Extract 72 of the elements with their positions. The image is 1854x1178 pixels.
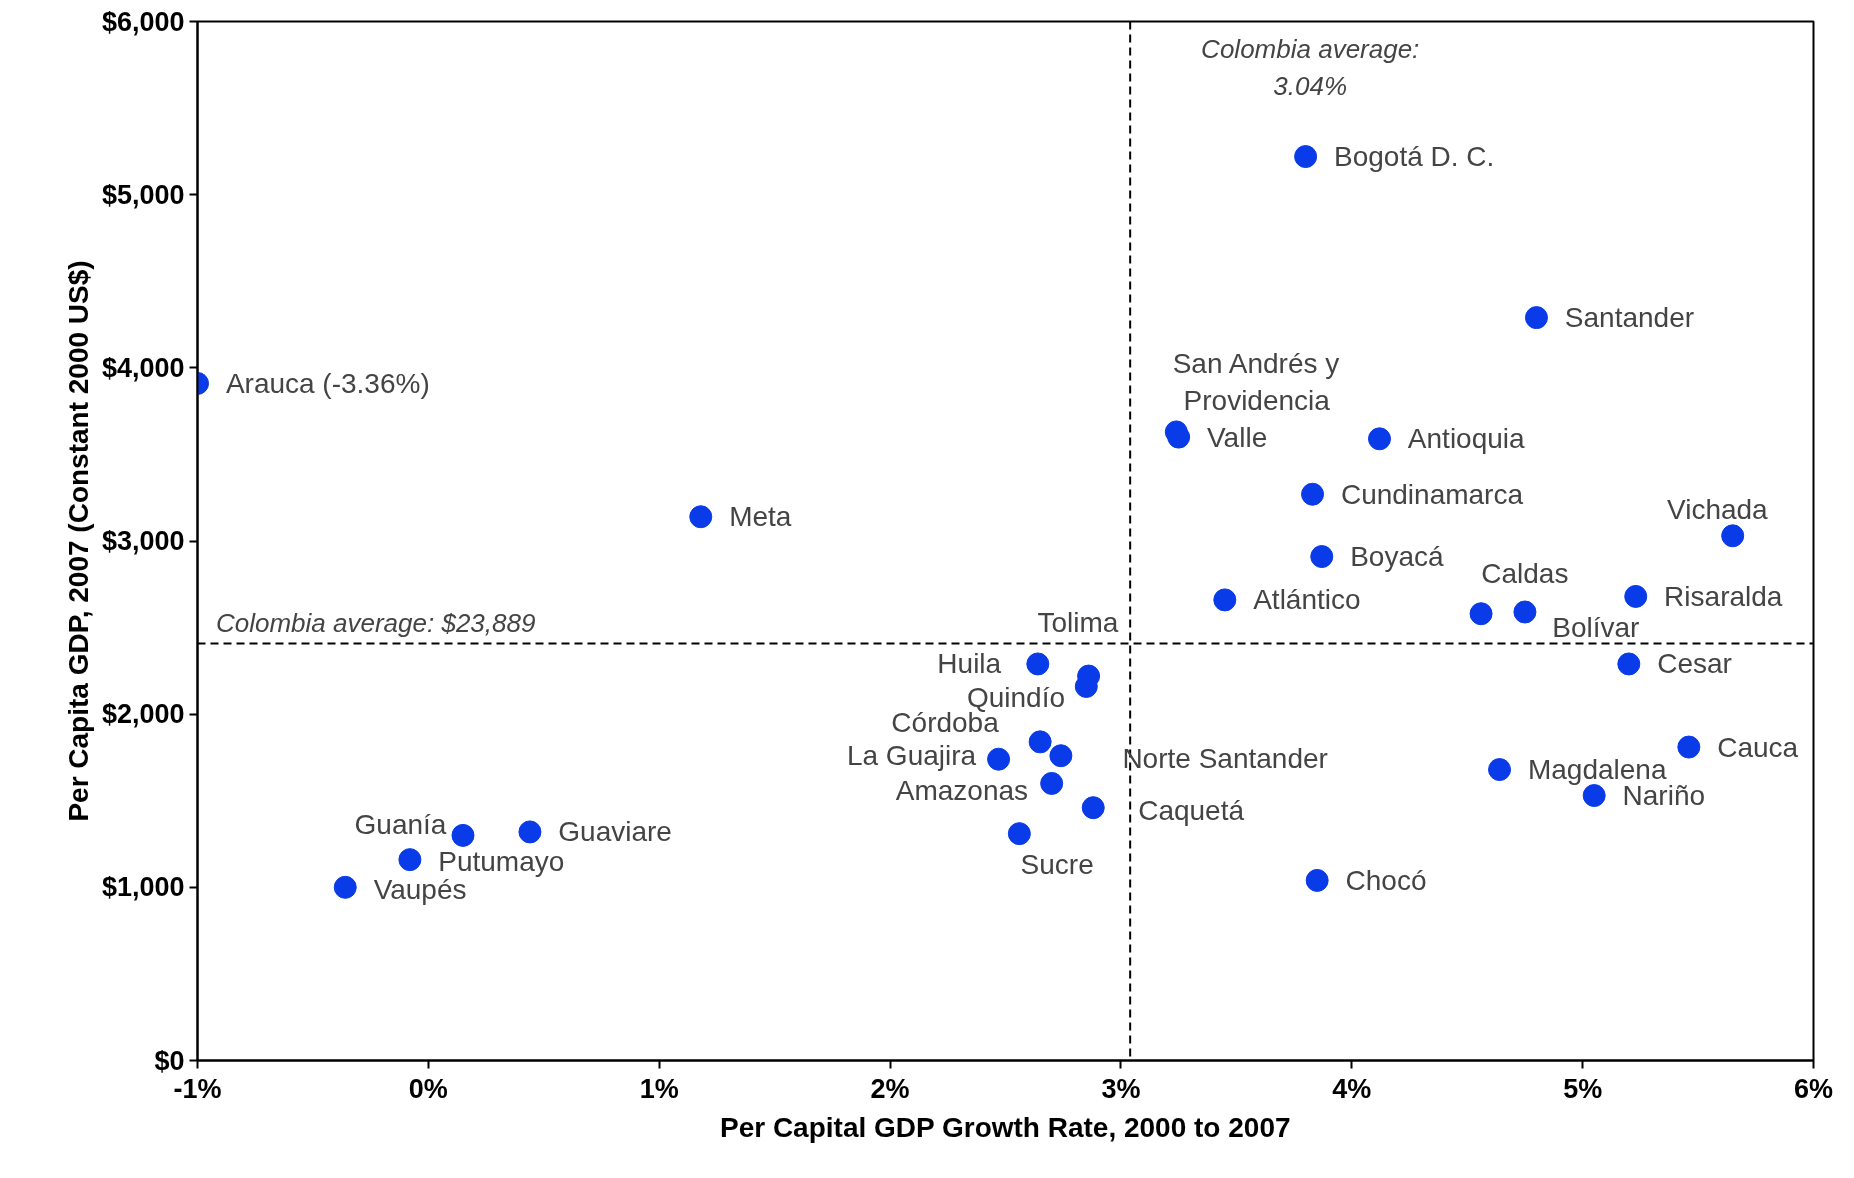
point <box>1721 524 1745 548</box>
point <box>398 848 422 872</box>
y-axis-title: Per Capita GDP, 2007 (Constant 2000 US$) <box>62 260 94 822</box>
point <box>1677 735 1701 759</box>
annotation: Sucre <box>1020 848 1094 880</box>
point <box>451 823 475 847</box>
x-axis-title: Per Capital GDP Growth Rate, 2000 to 2007 <box>719 1111 1291 1143</box>
annotation: Guanía <box>354 809 447 841</box>
y-tick-label: $0 <box>154 1045 185 1076</box>
y-tick-label: $6,000 <box>101 6 185 37</box>
x-tick-label: 1% <box>639 1073 679 1104</box>
point <box>1488 758 1512 782</box>
annotation: Colombia average: 3.04% <box>1201 33 1420 101</box>
x-tick-label: -1% <box>173 1073 222 1104</box>
point <box>1367 427 1391 451</box>
point <box>1040 771 1064 795</box>
annotation: Antioquia <box>1407 423 1526 455</box>
annotation: Caquetá <box>1138 794 1245 826</box>
annotation: Vichada <box>1666 494 1769 526</box>
point <box>1007 822 1031 846</box>
annotation: San Andrés y Providencia <box>1172 348 1340 417</box>
annotation: Cundinamarca <box>1340 478 1524 510</box>
annotation: Amazonas <box>895 775 1029 807</box>
point <box>1624 584 1648 608</box>
point <box>1524 306 1548 330</box>
annotation: Chocó <box>1345 864 1427 896</box>
point <box>1049 744 1073 768</box>
annotation: Norte Santander <box>1122 742 1328 774</box>
annotation: Huila <box>937 648 1002 680</box>
point <box>333 875 357 899</box>
x-tick-label: 6% <box>1793 1073 1834 1104</box>
annotation: Risaralda <box>1664 580 1783 612</box>
y-tick-label: $3,000 <box>101 526 185 556</box>
annotation: Caldas <box>1481 558 1569 590</box>
annotation: Valle <box>1207 421 1268 453</box>
annotation: Atlántico <box>1253 584 1361 616</box>
x-tick-label: 3% <box>1101 1073 1141 1104</box>
x-tick-label: 0% <box>408 1073 448 1104</box>
x-tick-label: 4% <box>1332 1073 1372 1104</box>
x-tick-label: 2% <box>870 1073 910 1104</box>
point <box>1213 588 1237 612</box>
point <box>1081 796 1105 820</box>
annotation: Guaviare <box>558 816 672 848</box>
y-tick-label: $2,000 <box>101 699 185 730</box>
point <box>987 747 1011 771</box>
point <box>689 505 713 529</box>
annotation: La Guajira <box>846 740 977 772</box>
x-tick-label: 5% <box>1563 1073 1603 1104</box>
point <box>518 820 542 844</box>
point <box>1513 600 1537 624</box>
annotation: Tolima <box>1037 607 1119 639</box>
y-tick-label: $4,000 <box>101 352 185 383</box>
point <box>1582 784 1606 808</box>
point <box>1301 482 1325 506</box>
annotation: Meta <box>729 501 792 533</box>
point <box>1028 730 1052 754</box>
annotation: Bogotá D. C. <box>1333 141 1495 173</box>
point <box>1294 145 1318 169</box>
annotation: Colombia average: $23,889 <box>215 607 536 638</box>
annotation: Arauca (-3.36%) <box>225 367 430 399</box>
y-tick-label: $5,000 <box>101 179 185 210</box>
annotation: Cesar <box>1657 648 1732 680</box>
point <box>1469 602 1493 626</box>
annotation: Bolívar <box>1552 611 1640 643</box>
y-tick-label: $1,000 <box>101 872 185 903</box>
annotation: Boyacá <box>1350 541 1444 573</box>
point <box>1310 545 1334 569</box>
annotation: Santander <box>1564 302 1695 334</box>
point <box>1617 652 1641 676</box>
point <box>1026 652 1050 676</box>
point <box>1305 868 1329 892</box>
annotation: Cauca <box>1717 731 1799 763</box>
